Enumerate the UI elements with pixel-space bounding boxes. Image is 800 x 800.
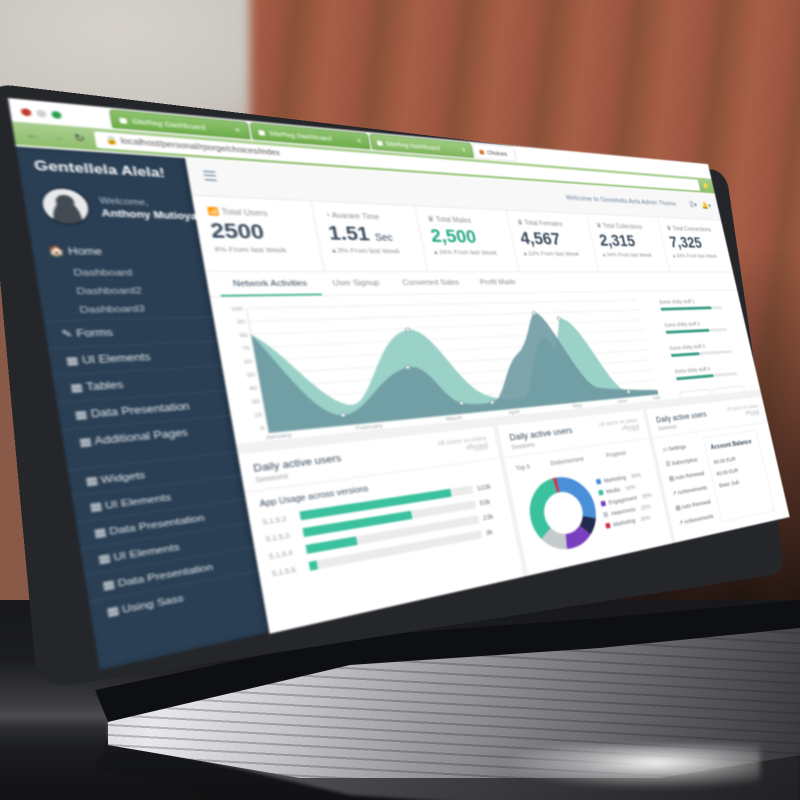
svg-text:90: 90 bbox=[239, 332, 248, 339]
svg-text:40: 40 bbox=[249, 385, 258, 392]
svg-text:75: 75 bbox=[241, 345, 250, 352]
svg-text:June: June bbox=[617, 398, 628, 404]
svg-text:April: April bbox=[508, 409, 520, 416]
svg-text:July: July bbox=[652, 395, 661, 401]
svg-text:30: 30 bbox=[251, 398, 260, 405]
svg-text:95: 95 bbox=[237, 319, 246, 325]
svg-text:50: 50 bbox=[246, 371, 255, 378]
svg-text:5: 5 bbox=[260, 425, 265, 432]
svg-text:January: January bbox=[265, 432, 293, 441]
svg-text:15: 15 bbox=[253, 411, 262, 418]
svg-text:100: 100 bbox=[230, 306, 243, 313]
svg-text:May: May bbox=[572, 403, 582, 409]
svg-text:March: March bbox=[445, 415, 462, 422]
svg-text:60: 60 bbox=[244, 358, 253, 365]
